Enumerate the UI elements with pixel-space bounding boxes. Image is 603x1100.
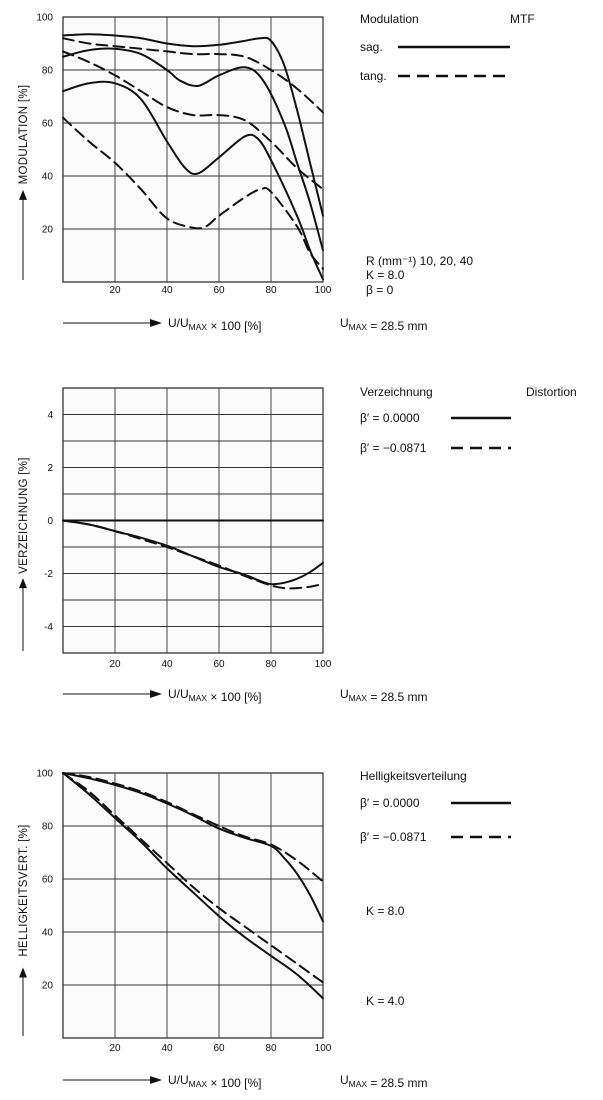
x-tick-label: 100 <box>315 659 332 670</box>
umax-label: UMAX = 28.5 mm <box>340 1073 427 1090</box>
y-tick-label: 40 <box>42 172 54 183</box>
y-tick-label: 100 <box>36 769 53 780</box>
plot-area <box>62 772 324 1039</box>
legend-label: sag. <box>360 40 383 54</box>
data-line-solid <box>62 772 324 1000</box>
x-tick-label: 20 <box>109 285 121 296</box>
y-tick-label: 2 <box>47 463 53 474</box>
legend-title-right: MTF <box>510 12 535 26</box>
legend-label: β′ = −0.0871 <box>360 830 427 844</box>
y-tick-label: -2 <box>44 569 53 580</box>
y-tick-label: 100 <box>36 13 53 24</box>
y-axis-arrow-head <box>19 578 27 589</box>
y-axis-arrow-head <box>19 967 27 978</box>
legend-label: β′ = 0.0000 <box>360 796 420 810</box>
legend-label: β′ = 0.0000 <box>360 411 420 425</box>
data-line-solid <box>62 33 324 217</box>
mtf-chart: 20 40 60 80 100 20 40 60 80 100 MODULATION [%] U/UM… <box>18 12 535 333</box>
x-axis-arrow-head <box>150 690 162 698</box>
legend-label: tang. <box>360 69 387 83</box>
umax-label: UMAX = 28.5 mm <box>340 316 427 333</box>
x-axis-label: U/UMAX × 100 [%] <box>168 1073 261 1090</box>
data-line-solid <box>62 772 324 923</box>
data-line-dashed <box>62 116 324 270</box>
x-axis-label: U/UMAX × 100 [%] <box>168 687 261 704</box>
y-tick-label: 60 <box>42 875 54 886</box>
x-tick-label: 20 <box>109 659 121 670</box>
x-tick-label: 60 <box>213 659 225 670</box>
y-axis-label: HELLIGKEITSVERT. [%] <box>18 824 30 956</box>
x-axis-arrow-head <box>150 319 162 327</box>
x-tick-label: 20 <box>109 1043 121 1054</box>
illumination-chart: 20 40 60 80 100 20 40 60 80 100 HELLIGKEITSVERT. [… <box>18 769 511 1090</box>
legend-label: β′ = −0.0871 <box>360 441 427 455</box>
umax-label: UMAX = 28.5 mm <box>340 687 427 704</box>
data-line-dashed <box>62 772 324 984</box>
data-line-dashed <box>62 772 324 883</box>
x-tick-label: 100 <box>315 1043 332 1054</box>
y-axis-arrow-head <box>19 189 27 200</box>
legend-title-right: Distortion <box>526 385 577 399</box>
chart-note: K = 8.0 <box>366 268 405 282</box>
data-line-dashed <box>62 50 324 191</box>
legend-title: Modulation <box>360 12 419 26</box>
y-tick-label: 20 <box>42 225 54 236</box>
x-tick-label: 60 <box>213 1043 225 1054</box>
y-tick-label: 60 <box>42 119 54 130</box>
x-tick-label: 80 <box>265 285 277 296</box>
x-tick-label: 80 <box>265 659 277 670</box>
y-tick-label: 80 <box>42 822 54 833</box>
legend-title: Helligkeitsverteilung <box>360 769 467 783</box>
x-tick-label: 40 <box>161 285 173 296</box>
y-axis-label: VERZEICHNUNG [%] <box>18 457 30 574</box>
x-tick-label: 40 <box>161 1043 173 1054</box>
y-tick-label: 40 <box>42 928 54 939</box>
chart-note: K = 8.0 <box>366 904 405 918</box>
data-line-dashed <box>62 519 324 590</box>
data-line-dashed <box>62 37 324 114</box>
chart-note: β = 0 <box>366 283 394 297</box>
y-tick-label: 80 <box>42 66 54 77</box>
data-line-solid <box>62 80 324 281</box>
plot-area <box>62 16 324 283</box>
data-line-solid <box>62 47 324 252</box>
x-axis-label: U/UMAX × 100 [%] <box>168 316 261 333</box>
y-axis-label: MODULATION [%] <box>18 85 30 185</box>
chart-note: R (mm⁻¹) 10, 20, 40 <box>366 254 473 268</box>
x-tick-label: 80 <box>265 1043 277 1054</box>
x-tick-label: 40 <box>161 659 173 670</box>
y-tick-label: 0 <box>47 516 53 527</box>
x-tick-label: 60 <box>213 285 225 296</box>
y-tick-label: 20 <box>42 981 54 992</box>
y-tick-label: 4 <box>47 410 53 421</box>
legend-title: Verzeichnung <box>360 385 433 399</box>
y-tick-label: -4 <box>44 622 53 633</box>
chart-note: K = 4.0 <box>366 994 405 1008</box>
x-tick-label: 100 <box>315 285 332 296</box>
x-axis-arrow-head <box>150 1076 162 1084</box>
